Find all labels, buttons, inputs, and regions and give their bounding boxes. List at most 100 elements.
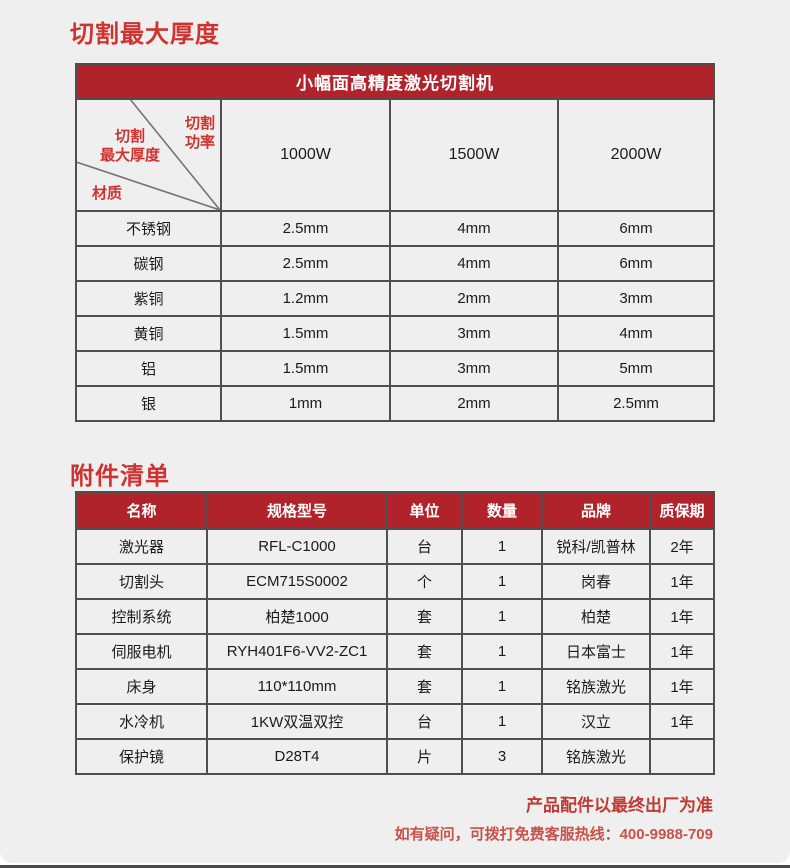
warranty-cell: 1年 — [649, 668, 715, 705]
brand-cell: 锐科/凯普林 — [541, 528, 651, 565]
corner-label-material: 材质 — [92, 185, 123, 202]
power-column-header: 1500W — [389, 98, 559, 212]
column-header-brand: 品牌 — [541, 491, 651, 530]
corner-label-thickness: 切割 最大厚度 — [96, 127, 164, 165]
cutting-thickness-table: 小幅面高精度激光切割机 切割 功率 切割 — [75, 63, 715, 422]
brand-cell: 铭族激光 — [541, 738, 651, 775]
thickness-cell: 3mm — [389, 315, 559, 352]
thickness-cell: 2.5mm — [220, 245, 391, 282]
name-cell: 激光器 — [75, 528, 208, 565]
corner-label-thickness-line1: 切割 — [114, 128, 145, 145]
qty-cell: 1 — [461, 598, 543, 635]
corner-label-power: 切割 功率 — [185, 114, 215, 152]
name-cell: 切割头 — [75, 563, 208, 600]
unit-cell: 套 — [386, 668, 463, 705]
name-cell: 水冷机 — [75, 703, 208, 740]
name-cell: 伺服电机 — [75, 633, 208, 670]
thickness-cell: 4mm — [389, 210, 559, 247]
thickness-cell: 5mm — [557, 350, 715, 387]
corner-label-thickness-line2: 最大厚度 — [99, 147, 160, 164]
thickness-cell: 2mm — [389, 280, 559, 317]
model-cell: 1KW双温双控 — [206, 703, 388, 740]
model-cell: RYH401F6-VV2-ZC1 — [206, 633, 388, 670]
table-row: 切割头 ECM715S0002 个 1 岗春 1年 — [75, 563, 715, 600]
power-column-header: 2000W — [557, 98, 715, 212]
bottom-divider-bar — [0, 865, 790, 868]
section-title-cutting-thickness: 切割最大厚度 — [70, 21, 220, 48]
table-row: 黄铜 1.5mm 3mm 4mm — [75, 315, 715, 352]
warranty-cell: 2年 — [649, 528, 715, 565]
model-cell: ECM715S0002 — [206, 563, 388, 600]
power-column-header: 1000W — [220, 98, 391, 212]
qty-cell: 1 — [461, 668, 543, 705]
brand-cell: 汉立 — [541, 703, 651, 740]
material-cell: 碳钢 — [75, 245, 222, 282]
name-cell: 保护镜 — [75, 738, 208, 775]
footer-notes: 产品配件以最终出厂为准 如有疑问，可拨打免费客服热线：400-9988-709 — [75, 791, 713, 844]
model-cell: 110*110mm — [206, 668, 388, 705]
table-row: 床身 110*110mm 套 1 铭族激光 1年 — [75, 668, 715, 705]
name-cell: 控制系统 — [75, 598, 208, 635]
warranty-cell: 1年 — [649, 598, 715, 635]
table-row: 不锈钢 2.5mm 4mm 6mm — [75, 210, 715, 247]
unit-cell: 台 — [386, 528, 463, 565]
corner-label-power-line1: 切割 — [184, 115, 215, 132]
corner-label-power-line2: 功率 — [184, 134, 215, 151]
qty-cell: 1 — [461, 703, 543, 740]
model-cell: RFL-C1000 — [206, 528, 388, 565]
qty-cell: 1 — [461, 528, 543, 565]
unit-cell: 台 — [386, 703, 463, 740]
warranty-cell: 1年 — [649, 703, 715, 740]
unit-cell: 片 — [386, 738, 463, 775]
column-header-qty: 数量 — [461, 491, 543, 530]
table-row: 激光器 RFL-C1000 台 1 锐科/凯普林 2年 — [75, 528, 715, 565]
corner-cell-content: 切割 功率 切割 最大厚度 材质 — [78, 101, 219, 209]
column-header-name: 名称 — [75, 491, 208, 530]
brand-cell: 日本富士 — [541, 633, 651, 670]
name-cell: 床身 — [75, 668, 208, 705]
table-caption-row: 小幅面高精度激光切割机 — [75, 63, 715, 100]
column-header-warranty: 质保期 — [649, 491, 715, 530]
table-row: 紫铜 1.2mm 2mm 3mm — [75, 280, 715, 317]
footer-note-finality: 产品配件以最终出厂为准 — [526, 796, 713, 815]
thickness-cell: 4mm — [389, 245, 559, 282]
unit-cell: 套 — [386, 633, 463, 670]
accessories-header-row: 名称 规格型号 单位 数量 品牌 质保期 — [75, 491, 715, 530]
thickness-cell: 1mm — [220, 385, 391, 422]
table-row: 保护镜 D28T4 片 3 铭族激光 — [75, 738, 715, 775]
warranty-cell — [649, 738, 715, 775]
power-header-row: 切割 功率 切割 最大厚度 材质 1000W 1500W 2000W — [75, 98, 715, 212]
footer-note-hotline: 如有疑问，可拨打免费客服热线：400-9988-709 — [394, 826, 713, 843]
thickness-cell: 6mm — [557, 245, 715, 282]
unit-cell: 个 — [386, 563, 463, 600]
thickness-cell: 1.2mm — [220, 280, 391, 317]
warranty-cell: 1年 — [649, 633, 715, 670]
warranty-cell: 1年 — [649, 563, 715, 600]
column-header-model: 规格型号 — [206, 491, 388, 530]
material-cell: 黄铜 — [75, 315, 222, 352]
section-title-accessories: 附件清单 — [70, 463, 170, 490]
thickness-cell: 1.5mm — [220, 350, 391, 387]
accessories-table: 名称 规格型号 单位 数量 品牌 质保期 激光器 RFL-C1000 台 1 锐… — [75, 491, 715, 775]
table-row: 碳钢 2.5mm 4mm 6mm — [75, 245, 715, 282]
model-cell: 柏楚1000 — [206, 598, 388, 635]
thickness-cell: 1.5mm — [220, 315, 391, 352]
thickness-cell: 2.5mm — [220, 210, 391, 247]
thickness-cell: 6mm — [557, 210, 715, 247]
material-cell: 不锈钢 — [75, 210, 222, 247]
brand-cell: 柏楚 — [541, 598, 651, 635]
corner-header-cell: 切割 功率 切割 最大厚度 材质 — [75, 98, 222, 212]
brand-cell: 铭族激光 — [541, 668, 651, 705]
thickness-cell: 4mm — [557, 315, 715, 352]
material-cell: 紫铜 — [75, 280, 222, 317]
material-cell: 银 — [75, 385, 222, 422]
cutting-table-caption: 小幅面高精度激光切割机 — [75, 63, 715, 100]
material-cell: 铝 — [75, 350, 222, 387]
table-row: 水冷机 1KW双温双控 台 1 汉立 1年 — [75, 703, 715, 740]
table-row: 银 1mm 2mm 2.5mm — [75, 385, 715, 422]
thickness-cell: 2.5mm — [557, 385, 715, 422]
qty-cell: 1 — [461, 563, 543, 600]
thickness-cell: 3mm — [557, 280, 715, 317]
